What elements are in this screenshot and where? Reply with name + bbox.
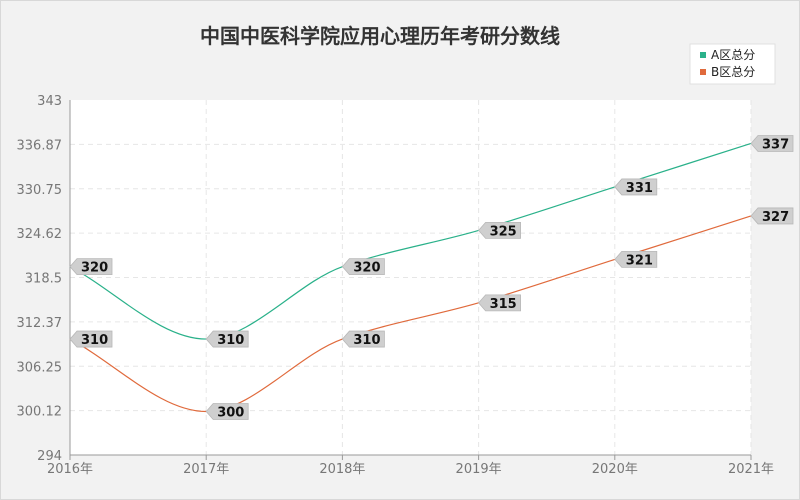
legend-swatch-2: [700, 69, 706, 75]
data-label: 320: [353, 261, 380, 276]
legend-box: [689, 43, 776, 85]
x-tick-label: 2018年: [319, 462, 365, 477]
x-tick-label: 2016年: [47, 462, 93, 477]
legend-swatch-1: [700, 52, 706, 58]
data-label-badge: [69, 258, 113, 276]
y-tick-label: 300.12: [17, 405, 63, 420]
data-label-badge: [205, 330, 249, 348]
data-label-badge: [341, 330, 385, 348]
x-tick-label: 2020年: [592, 462, 638, 477]
x-tick-label: 2019年: [456, 462, 502, 477]
data-label: 337: [762, 137, 789, 152]
data-label: 310: [353, 333, 380, 348]
y-tick-label: 324.62: [17, 227, 63, 242]
axes: 343 336.87 330.75 324.62 318.5 312.37 306.25 30…: [17, 94, 775, 477]
data-label-badge: [750, 135, 794, 152]
y-tick-label: 294: [37, 449, 62, 464]
data-label-badge: [478, 222, 521, 239]
legend: A区总分 B区总分: [689, 43, 776, 85]
data-label: 320: [81, 261, 108, 276]
y-tick-label: 318.5: [25, 272, 62, 287]
y-tick-label: 312.37: [17, 316, 63, 331]
y-tick-label: 330.75: [17, 183, 63, 198]
data-label-badge: [614, 250, 658, 268]
x-tick-label: 2021年: [728, 462, 774, 477]
data-label: 300: [217, 406, 244, 421]
data-label-badge: [341, 258, 385, 276]
data-label-badge: [478, 294, 521, 312]
data-label: 327: [762, 210, 789, 225]
legend-label-1: A区总分: [711, 48, 755, 62]
data-label: 310: [81, 333, 108, 348]
y-tick-label: 336.87: [17, 138, 63, 153]
chart-title: 中国中医科学院应用心理历年考研分数线: [200, 24, 560, 48]
data-label: 315: [490, 297, 517, 312]
data-label-badge: [750, 207, 794, 225]
data-label: 331: [626, 181, 653, 196]
y-tick-label: 306.25: [17, 360, 63, 375]
data-label: 321: [626, 253, 653, 268]
data-label: 310: [217, 333, 244, 348]
data-label: 325: [490, 224, 517, 239]
legend-label-2: B区总分: [711, 65, 755, 79]
x-tick-label: 2017年: [183, 462, 229, 477]
data-label-badge: [614, 178, 658, 196]
data-label-badge: [69, 330, 113, 348]
data-labels: 320 310 320 325 331 337 310 300 310 315 321 327: [69, 135, 794, 421]
data-label-badge: [205, 403, 249, 420]
y-tick-label: 343: [37, 94, 62, 109]
